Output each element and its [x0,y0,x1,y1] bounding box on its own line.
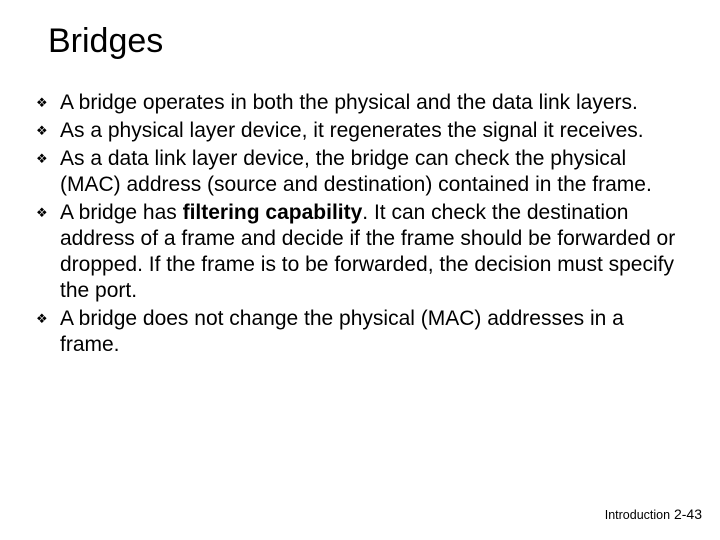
bullet-text: A bridge operates in both the physical a… [60,90,690,116]
bullet-icon: ❖ [34,90,60,116]
slide-body: ❖ A bridge operates in both the physical… [34,90,690,360]
slide-title: Bridges [48,22,163,61]
list-item: ❖ As a data link layer device, the bridg… [34,146,690,198]
list-item: ❖ A bridge does not change the physical … [34,306,690,358]
bullet-text: A bridge has filtering capability. It ca… [60,200,690,304]
slide-footer: Introduction 2-43 [605,506,702,522]
list-item: ❖ A bridge has filtering capability. It … [34,200,690,304]
list-item: ❖ As a physical layer device, it regener… [34,118,690,144]
bullet-icon: ❖ [34,200,60,226]
bullet-text: As a physical layer device, it regenerat… [60,118,690,144]
bullet-icon: ❖ [34,146,60,172]
footer-label: Introduction [605,508,670,522]
bullet-icon: ❖ [34,118,60,144]
bullet-text: A bridge does not change the physical (M… [60,306,690,358]
footer-page-number: 2-43 [674,506,702,522]
slide: Bridges ❖ A bridge operates in both the … [0,0,720,540]
list-item: ❖ A bridge operates in both the physical… [34,90,690,116]
bullet-text: As a data link layer device, the bridge … [60,146,690,198]
bullet-icon: ❖ [34,306,60,332]
